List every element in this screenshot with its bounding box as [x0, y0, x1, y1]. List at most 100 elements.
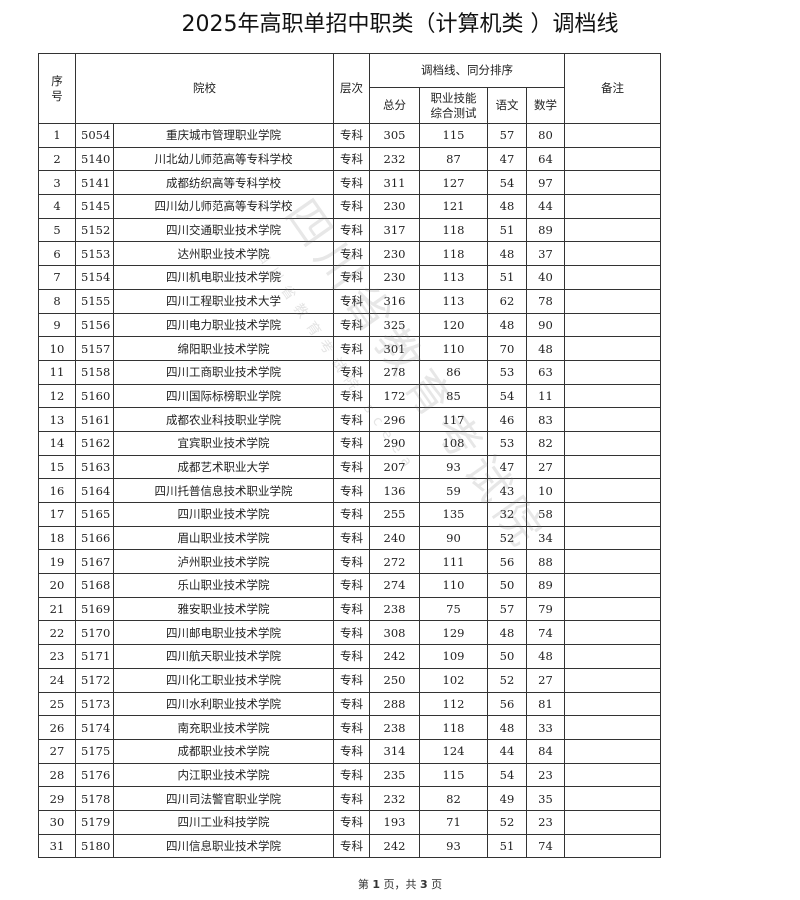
school-name-cell: 成都职业技术学院	[113, 738, 334, 764]
school-code-cell: 5179	[75, 809, 114, 835]
total-score-cell: 290	[369, 430, 420, 456]
school-name-cell: 四川水利职业技术学院	[113, 691, 334, 717]
remark-cell	[564, 217, 661, 243]
chinese-score-cell: 49	[487, 786, 527, 811]
row-index-cell: 19	[38, 549, 76, 575]
level-cell: 专科	[333, 549, 370, 575]
total-score-cell: 288	[369, 691, 420, 717]
level-cell: 专科	[333, 502, 370, 527]
skill-score-cell: 109	[419, 644, 488, 669]
header-math: 数学	[526, 87, 565, 124]
school-code-cell: 5152	[75, 217, 114, 243]
chinese-score-cell: 62	[487, 288, 527, 314]
row-index-cell: 4	[38, 194, 76, 219]
table-body: 1 5054 重庆城市管理职业学院 专科 305 115 57 80 2 5140 川北幼儿师范高等…	[38, 123, 661, 859]
total-score-cell: 272	[369, 549, 420, 575]
chinese-score-cell: 47	[487, 454, 527, 480]
school-name-cell: 成都农业科技职业学院	[113, 407, 334, 432]
skill-score-cell: 93	[419, 833, 488, 859]
table-row: 20 5168 乐山职业技术学院 专科 274 110 50 89	[38, 573, 661, 598]
math-score-cell: 35	[526, 786, 565, 811]
chinese-score-cell: 43	[487, 478, 527, 503]
chinese-score-cell: 32	[487, 502, 527, 527]
chinese-score-cell: 48	[487, 194, 527, 219]
total-score-cell: 193	[369, 809, 420, 835]
school-code-cell: 5153	[75, 241, 114, 267]
remark-cell	[564, 146, 661, 172]
math-score-cell: 48	[526, 336, 565, 361]
math-score-cell: 33	[526, 715, 565, 740]
total-score-cell: 230	[369, 265, 420, 290]
remark-cell	[564, 620, 661, 646]
chinese-score-cell: 44	[487, 738, 527, 764]
footer-middle: 页，共	[383, 878, 417, 891]
table-row: 12 5160 四川国际标榜职业学院 专科 172 85 54 11	[38, 383, 661, 409]
math-score-cell: 84	[526, 738, 565, 764]
row-index-cell: 26	[38, 715, 76, 740]
skill-score-cell: 129	[419, 620, 488, 646]
chinese-score-cell: 52	[487, 809, 527, 835]
math-score-cell: 23	[526, 762, 565, 788]
total-score-cell: 242	[369, 644, 420, 669]
chinese-score-cell: 51	[487, 217, 527, 243]
total-score-cell: 232	[369, 786, 420, 811]
chinese-score-cell: 48	[487, 620, 527, 646]
level-cell: 专科	[333, 786, 370, 811]
math-score-cell: 90	[526, 312, 565, 338]
remark-cell	[564, 573, 661, 598]
table-row: 19 5167 泸州职业技术学院 专科 272 111 56 88	[38, 549, 661, 575]
level-cell: 专科	[333, 123, 370, 148]
row-index-cell: 16	[38, 478, 76, 503]
level-cell: 专科	[333, 359, 370, 385]
remark-cell	[564, 383, 661, 409]
school-code-cell: 5156	[75, 312, 114, 338]
skill-score-cell: 90	[419, 525, 488, 551]
math-score-cell: 88	[526, 549, 565, 575]
level-cell: 专科	[333, 454, 370, 480]
school-code-cell: 5154	[75, 265, 114, 290]
remark-cell	[564, 265, 661, 290]
table-row: 15 5163 成都艺术职业大学 专科 207 93 47 27	[38, 454, 661, 480]
total-score-cell: 230	[369, 194, 420, 219]
skill-score-cell: 112	[419, 691, 488, 717]
chinese-score-cell: 46	[487, 407, 527, 432]
school-code-cell: 5175	[75, 738, 114, 764]
school-code-cell: 5160	[75, 383, 114, 409]
math-score-cell: 97	[526, 170, 565, 196]
table-row: 28 5176 内江职业技术学院 专科 235 115 54 23	[38, 762, 661, 788]
footer-page-total: 3	[420, 878, 428, 891]
chinese-score-cell: 54	[487, 762, 527, 788]
row-index-cell: 8	[38, 288, 76, 314]
table-row: 29 5178 四川司法警官职业学院 专科 232 82 49 35	[38, 786, 661, 811]
table-row: 2 5140 川北幼儿师范高等专科学校 专科 232 87 47 64	[38, 146, 661, 172]
skill-score-cell: 121	[419, 194, 488, 219]
school-name-cell: 雅安职业技术学院	[113, 596, 334, 622]
skill-score-cell: 93	[419, 454, 488, 480]
school-code-cell: 5141	[75, 170, 114, 196]
school-name-cell: 重庆城市管理职业学院	[113, 123, 334, 148]
total-score-cell: 238	[369, 596, 420, 622]
remark-cell	[564, 194, 661, 219]
skill-score-cell: 113	[419, 265, 488, 290]
total-score-cell: 207	[369, 454, 420, 480]
math-score-cell: 89	[526, 217, 565, 243]
level-cell: 专科	[333, 288, 370, 314]
skill-score-cell: 85	[419, 383, 488, 409]
row-index-cell: 31	[38, 833, 76, 859]
header-score-group: 调档线、同分排序	[369, 53, 565, 88]
skill-score-cell: 124	[419, 738, 488, 764]
skill-score-cell: 135	[419, 502, 488, 527]
school-code-cell: 5168	[75, 573, 114, 598]
school-code-cell: 5161	[75, 407, 114, 432]
table-row: 5 5152 四川交通职业技术学院 专科 317 118 51 89	[38, 217, 661, 243]
skill-score-cell: 118	[419, 241, 488, 267]
row-index-cell: 5	[38, 217, 76, 243]
school-name-cell: 四川工商职业技术学院	[113, 359, 334, 385]
row-index-cell: 12	[38, 383, 76, 409]
level-cell: 专科	[333, 833, 370, 859]
table-row: 8 5155 四川工程职业技术大学 专科 316 113 62 78	[38, 288, 661, 314]
row-index-cell: 6	[38, 241, 76, 267]
chinese-score-cell: 57	[487, 123, 527, 148]
remark-cell	[564, 715, 661, 740]
skill-score-cell: 115	[419, 762, 488, 788]
